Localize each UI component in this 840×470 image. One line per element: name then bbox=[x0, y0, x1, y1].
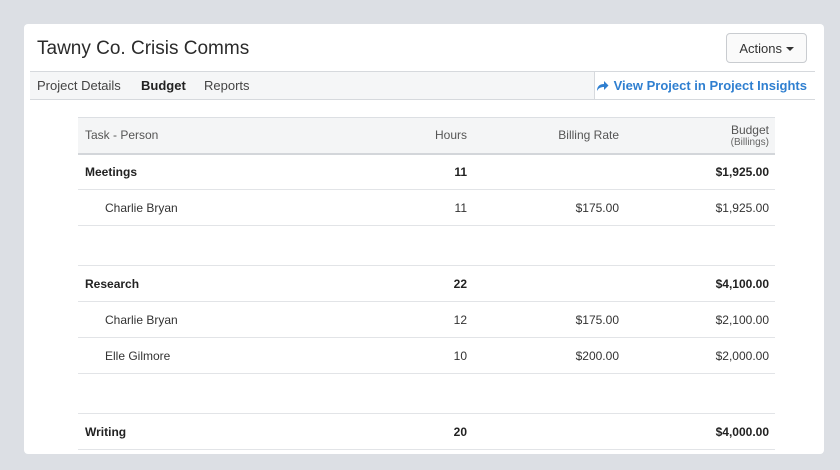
person-budget: $1,925.00 bbox=[715, 200, 769, 215]
person-hours: 12 bbox=[453, 312, 467, 327]
task-hours: 22 bbox=[453, 276, 467, 291]
task-rate bbox=[473, 414, 625, 450]
person-rate: $175.00 bbox=[575, 200, 619, 215]
person-name: Charlie Bryan bbox=[105, 312, 178, 327]
spacer-row bbox=[78, 374, 775, 414]
page-title: Tawny Co. Crisis Comms bbox=[37, 38, 250, 59]
header-budget-sub: (Billings) bbox=[730, 136, 769, 148]
table-row: Elle Gilmore 10 $200.00 $2,000.00 bbox=[78, 338, 775, 374]
person-budget: $2,100.00 bbox=[715, 312, 769, 327]
header-budget-label: Budget bbox=[730, 122, 769, 137]
person-name: Charlie Bryan bbox=[105, 200, 178, 215]
view-project-insights-link[interactable]: View Project in Project Insights bbox=[594, 72, 815, 99]
table-row: Meetings 11 $1,925.00 bbox=[78, 154, 775, 190]
header-budget: Budget (Billings) bbox=[625, 118, 775, 154]
person-rate: $200.00 bbox=[575, 348, 619, 363]
person-rate: $175.00 bbox=[575, 312, 619, 327]
tab-bar: Project Details Budget Reports View Proj… bbox=[30, 71, 815, 100]
spacer-row bbox=[78, 226, 775, 266]
header-billing-rate: Billing Rate bbox=[558, 128, 619, 143]
task-name: Research bbox=[85, 276, 140, 291]
header-task-person: Task - Person bbox=[85, 128, 159, 143]
person-budget: $2,000.00 bbox=[715, 348, 769, 363]
task-budget: $1,925.00 bbox=[715, 164, 769, 179]
window-frame: Tawny Co. Crisis Comms Actions Project D… bbox=[4, 4, 836, 466]
table-row: Writing 20 $4,000.00 bbox=[78, 414, 775, 450]
table-row: Charlie Bryan 11 $175.00 $1,925.00 bbox=[78, 190, 775, 226]
person-hours: 11 bbox=[454, 200, 467, 215]
tab-project-details[interactable]: Project Details bbox=[37, 78, 121, 93]
task-rate bbox=[473, 154, 625, 190]
task-budget: $4,100.00 bbox=[715, 276, 769, 291]
header-hours: Hours bbox=[434, 128, 467, 143]
view-project-insights-label: View Project in Project Insights bbox=[613, 78, 807, 93]
task-name: Writing bbox=[85, 424, 127, 439]
task-name: Meetings bbox=[85, 164, 138, 179]
share-arrow-icon bbox=[596, 80, 609, 91]
task-hours: 11 bbox=[454, 164, 467, 179]
table-row: Research 22 $4,100.00 bbox=[78, 266, 775, 302]
task-budget: $4,000.00 bbox=[715, 424, 769, 439]
budget-table: Task - Person Hours Billing Rate Budget … bbox=[78, 117, 775, 450]
caret-down-icon bbox=[786, 47, 794, 51]
actions-label: Actions bbox=[739, 40, 782, 56]
tab-reports[interactable]: Reports bbox=[204, 78, 250, 93]
task-rate bbox=[473, 266, 625, 302]
actions-button[interactable]: Actions bbox=[726, 33, 807, 63]
tab-budget[interactable]: Budget bbox=[141, 78, 186, 93]
table-row: Charlie Bryan 12 $175.00 $2,100.00 bbox=[78, 302, 775, 338]
person-name: Elle Gilmore bbox=[105, 348, 171, 363]
task-hours: 20 bbox=[453, 424, 467, 439]
table-header-row: Task - Person Hours Billing Rate Budget … bbox=[78, 117, 775, 154]
project-card: Tawny Co. Crisis Comms Actions Project D… bbox=[24, 24, 824, 454]
person-hours: 10 bbox=[453, 348, 467, 363]
